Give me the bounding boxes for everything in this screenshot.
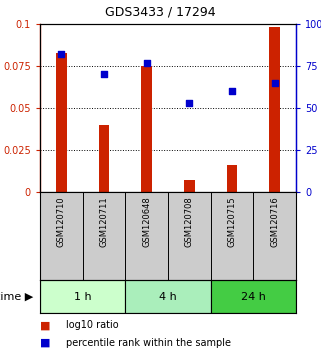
Text: GSM120716: GSM120716: [270, 196, 279, 247]
Text: ■: ■: [40, 338, 50, 348]
Text: log10 ratio: log10 ratio: [66, 320, 118, 330]
Bar: [269, 27, 280, 192]
Bar: [40, 280, 125, 313]
Text: ■: ■: [40, 320, 50, 330]
Point: [144, 60, 149, 65]
Bar: [56, 52, 67, 192]
Text: 24 h: 24 h: [241, 291, 266, 302]
Text: GSM120710: GSM120710: [57, 196, 66, 247]
Point: [272, 80, 277, 86]
Text: 4 h: 4 h: [159, 291, 177, 302]
Text: GSM120711: GSM120711: [100, 196, 108, 247]
Bar: [184, 180, 195, 192]
Bar: [211, 280, 296, 313]
Bar: [99, 125, 109, 192]
Point: [59, 51, 64, 57]
Text: percentile rank within the sample: percentile rank within the sample: [66, 338, 231, 348]
Text: GDS3433 / 17294: GDS3433 / 17294: [105, 5, 216, 18]
Point: [101, 72, 107, 77]
Bar: [141, 66, 152, 192]
Text: time ▶: time ▶: [0, 291, 34, 302]
Point: [187, 100, 192, 106]
Bar: [227, 165, 237, 192]
Text: GSM120715: GSM120715: [228, 196, 237, 247]
Text: GSM120708: GSM120708: [185, 196, 194, 247]
Bar: [125, 280, 211, 313]
Point: [230, 88, 235, 94]
Text: 1 h: 1 h: [74, 291, 91, 302]
Text: GSM120648: GSM120648: [142, 196, 151, 247]
